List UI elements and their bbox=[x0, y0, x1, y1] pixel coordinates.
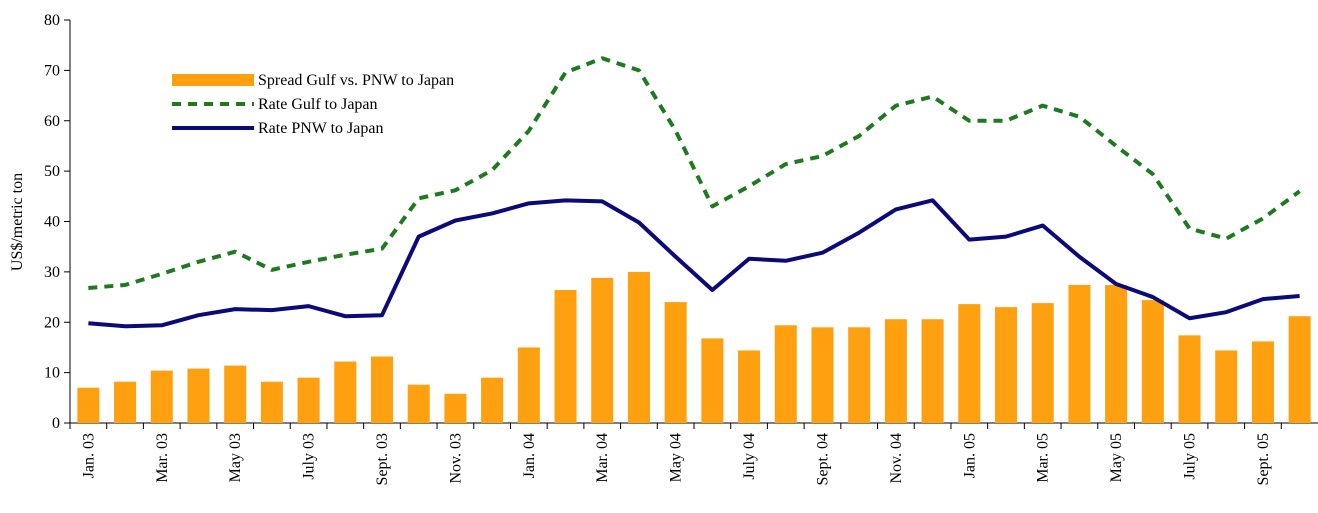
y-tick-label: 40 bbox=[44, 214, 60, 231]
bar bbox=[77, 387, 100, 423]
legend-label: Spread Gulf vs. PNW to Japan bbox=[258, 72, 454, 89]
y-tick-label: 60 bbox=[44, 113, 60, 130]
y-tick-label: 30 bbox=[44, 264, 60, 281]
bar bbox=[1178, 335, 1201, 423]
x-tick-label: Sept. 04 bbox=[814, 433, 831, 485]
legend-label: Rate Gulf to Japan bbox=[258, 96, 378, 113]
y-axis-label: US$/metric ton bbox=[9, 173, 26, 271]
line bbox=[88, 198, 1300, 329]
bar bbox=[554, 290, 577, 423]
bar bbox=[774, 325, 797, 423]
y-tick-label: 10 bbox=[44, 365, 60, 382]
x-tick-label: Jan. 04 bbox=[521, 433, 538, 478]
x-tick-label: Mar. 05 bbox=[1035, 433, 1052, 483]
x-tick-label: Sept. 05 bbox=[1255, 433, 1272, 485]
y-tick-label: 50 bbox=[44, 163, 60, 180]
bar bbox=[114, 381, 137, 423]
bar bbox=[481, 377, 504, 423]
bar bbox=[224, 365, 247, 423]
bar bbox=[334, 361, 357, 423]
x-tick-label: May 05 bbox=[1108, 433, 1125, 482]
bar bbox=[994, 307, 1018, 423]
bar bbox=[444, 393, 467, 423]
x-tick-label: Mar. 03 bbox=[154, 433, 171, 483]
bar bbox=[591, 277, 614, 423]
x-tick-label: July 04 bbox=[741, 433, 758, 480]
bar bbox=[1031, 303, 1054, 423]
bar bbox=[260, 381, 283, 423]
x-tick-label: Nov. 03 bbox=[447, 433, 464, 484]
bar bbox=[701, 338, 724, 423]
bar bbox=[1068, 284, 1091, 423]
bar bbox=[848, 327, 871, 423]
bar bbox=[297, 377, 320, 423]
legend-label: Rate PNW to Japan bbox=[258, 120, 383, 137]
bar bbox=[811, 327, 834, 423]
x-tick-label: Mar. 04 bbox=[594, 433, 611, 483]
x-tick-label: Nov. 04 bbox=[888, 433, 905, 484]
bar bbox=[884, 319, 907, 423]
bar bbox=[921, 319, 944, 423]
bar bbox=[1141, 300, 1164, 423]
legend-swatch bbox=[172, 74, 254, 86]
bar bbox=[1251, 341, 1274, 423]
bar bbox=[1288, 316, 1311, 423]
x-tick-label: Sept. 03 bbox=[374, 433, 391, 485]
bar bbox=[627, 271, 650, 423]
y-tick-label: 20 bbox=[44, 314, 60, 331]
bar bbox=[1215, 350, 1238, 423]
bar bbox=[1105, 284, 1128, 423]
bar bbox=[664, 302, 687, 423]
x-tick-label: July 03 bbox=[301, 433, 318, 480]
x-tick-label: May 04 bbox=[668, 433, 685, 482]
line bbox=[88, 56, 1301, 290]
y-tick-label: 70 bbox=[44, 62, 60, 79]
bar bbox=[370, 356, 394, 423]
x-tick-label: Jan. 05 bbox=[961, 433, 978, 478]
y-tick-label: 80 bbox=[44, 12, 60, 29]
bar bbox=[150, 370, 173, 423]
bar bbox=[738, 350, 761, 423]
bar bbox=[517, 347, 540, 423]
bar bbox=[187, 368, 210, 423]
x-tick-label: May 03 bbox=[227, 433, 244, 482]
bar bbox=[958, 304, 981, 423]
x-tick-label: Jan. 03 bbox=[80, 433, 97, 478]
bar bbox=[407, 384, 430, 423]
y-tick-label: 0 bbox=[52, 415, 60, 432]
x-tick-label: July 05 bbox=[1182, 433, 1199, 480]
